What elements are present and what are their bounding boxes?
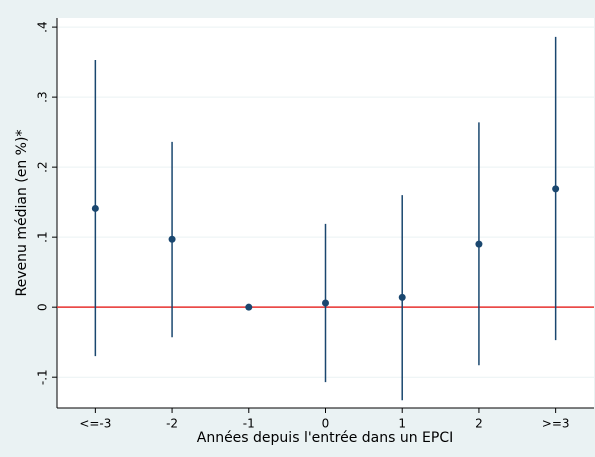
x-tick-label: -1 (243, 417, 255, 431)
y-tick-label: .3 (36, 91, 50, 102)
y-tick-label: -.1 (36, 369, 50, 385)
x-tick-label: -2 (166, 417, 178, 431)
x-tick-label: 2 (475, 417, 483, 431)
y-tick-label: 0 (36, 303, 50, 311)
x-tick-label: >=3 (542, 417, 570, 431)
y-axis-label: Revenu médian (en %)* (14, 130, 30, 297)
y-tick-label: .2 (36, 161, 50, 172)
point-estimate (322, 299, 329, 307)
point-estimate (552, 185, 560, 193)
point-estimate (475, 240, 483, 248)
point-estimate (91, 204, 99, 212)
y-tick-label: .1 (36, 231, 50, 242)
y-tick-label: .4 (36, 21, 50, 32)
point-estimate (398, 293, 406, 301)
point-estimate (168, 235, 176, 243)
x-tick-label: <=-3 (79, 417, 111, 431)
point-estimate (245, 303, 253, 311)
x-tick-label: 0 (322, 417, 330, 431)
x-axis-label: Années depuis l'entrée dans un EPCI (197, 430, 454, 446)
x-tick-label: 1 (398, 417, 406, 431)
